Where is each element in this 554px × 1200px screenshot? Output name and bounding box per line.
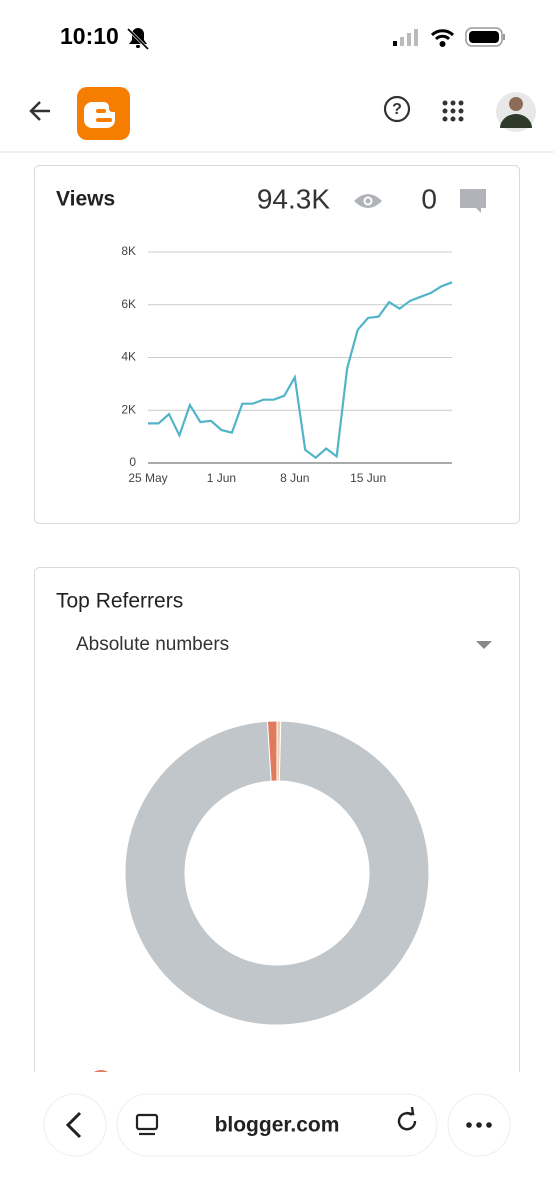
donut-slice [266,720,278,782]
wifi-icon [430,29,455,47]
x-tick-label: 15 Jun [350,471,386,485]
views-icon [354,194,382,208]
card-title: Top Referrers [56,590,183,613]
apps-button[interactable] [442,100,464,122]
url-text[interactable]: blogger.com [215,1114,340,1137]
x-tick-label: 25 May [128,471,167,485]
views-line [148,281,453,460]
signal-icon [393,29,418,46]
more-button[interactable] [447,1093,511,1157]
battery-icon [465,27,505,47]
avatar[interactable] [496,92,536,132]
views-card [34,165,520,524]
dropdown-label[interactable]: Absolute numbers [76,634,229,655]
url-pill[interactable] [116,1093,438,1157]
views-total: 94.3K [257,183,330,214]
reload-button[interactable] [397,1106,417,1131]
mute-icon [126,27,150,51]
y-tick-label: 0 [129,455,136,469]
comments-icon [460,189,486,213]
browser-back[interactable] [43,1093,107,1157]
donut-slice [124,720,430,1026]
blogger-logo[interactable] [77,87,130,140]
svg-text:?: ? [392,101,402,118]
comments-total: 0 [421,183,437,214]
y-tick-label: 8K [121,244,136,258]
help-button[interactable]: ? [383,95,411,123]
back-button[interactable] [29,101,50,121]
x-tick-label: 8 Jun [280,471,309,485]
y-tick-label: 6K [121,297,136,311]
dropdown-arrow[interactable] [476,641,492,649]
status-time: 10:10 [60,23,119,49]
card-title: Views [56,188,115,211]
x-tick-label: 1 Jun [207,471,236,485]
y-tick-label: 4K [121,350,136,364]
tabs-icon[interactable] [135,1113,159,1136]
y-tick-label: 2K [121,402,136,416]
